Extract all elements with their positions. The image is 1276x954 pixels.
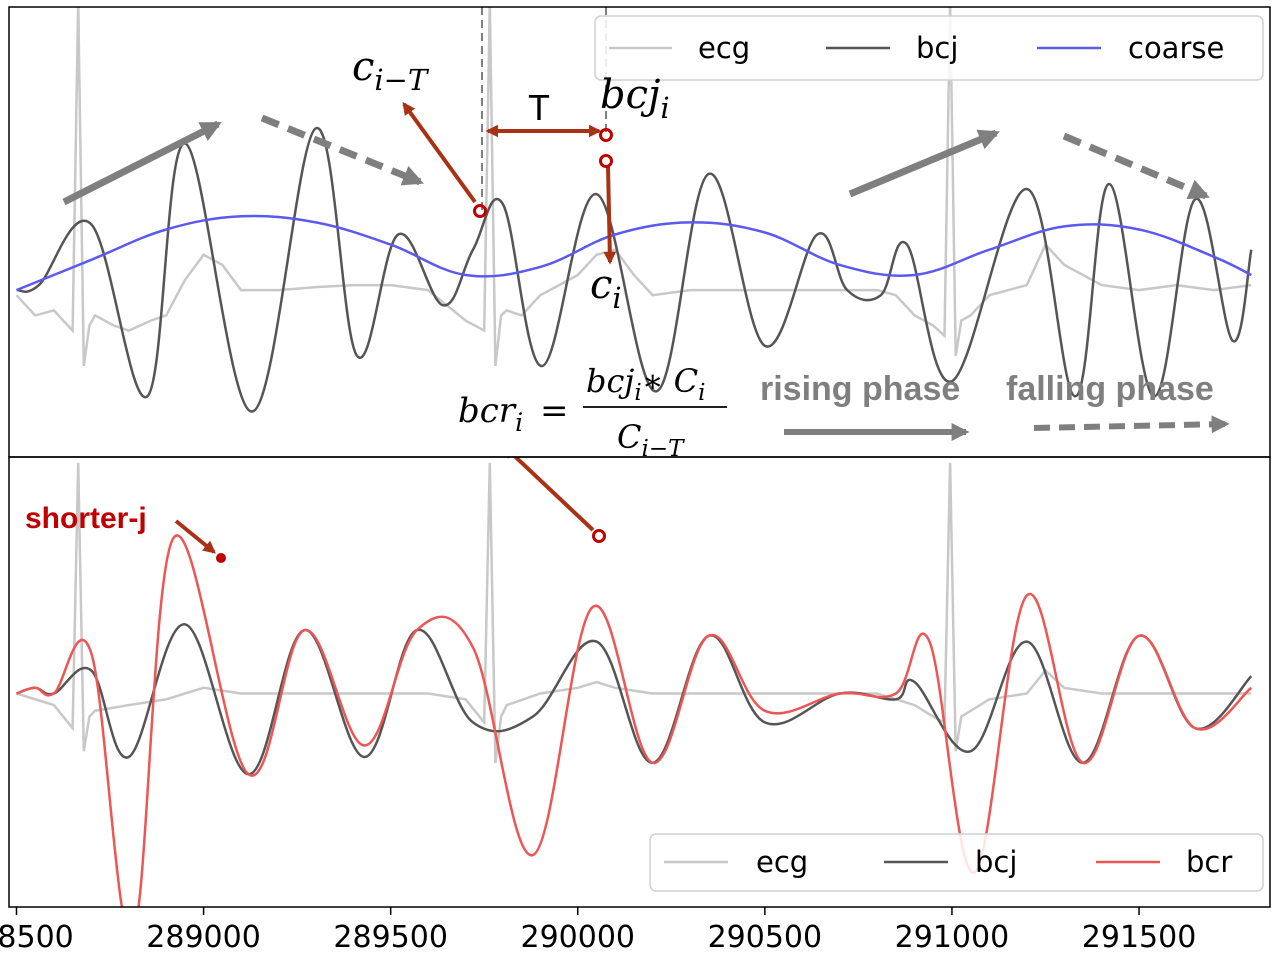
c-i-minus-T-marker bbox=[473, 204, 487, 218]
x-tick-label: 289000 bbox=[146, 920, 261, 954]
x-tick-label: 289500 bbox=[333, 920, 448, 954]
shorter-j-arrow bbox=[174, 519, 216, 554]
c-i-label: ci bbox=[590, 262, 622, 315]
rising-phase-label: rising phase bbox=[760, 370, 960, 408]
top-coarse-line bbox=[16, 214, 1252, 292]
c-i-marker bbox=[599, 154, 613, 168]
top-legend: ecg bcj coarse bbox=[594, 15, 1264, 81]
formula-lhs: bcri bbox=[458, 391, 523, 437]
formula-denominator: Ci−T bbox=[617, 418, 685, 462]
rising-phase-arrow-2 bbox=[848, 129, 1000, 198]
bcj-i-label: bcji bbox=[600, 72, 670, 125]
shorter-j-label: shorter-j bbox=[25, 502, 147, 535]
formula-numerator: bcji∗ Ci bbox=[586, 362, 705, 406]
x-tick-label: 291000 bbox=[895, 920, 1010, 954]
top-ecg-line bbox=[15, 7, 1252, 367]
top-legend-ecg: ecg bbox=[698, 31, 750, 65]
x-tick-label: 290000 bbox=[520, 920, 635, 954]
bottom-legend-bcj: bcj bbox=[975, 845, 1017, 879]
bottom-panel: shorter-j ecg bcj bcr bbox=[16, 457, 1264, 907]
bottom-panel-frame bbox=[8, 456, 1271, 908]
x-tick-label: 288500 bbox=[0, 920, 74, 954]
c-i-arrow bbox=[603, 165, 617, 265]
bottom-legend-bcr: bcr bbox=[1186, 845, 1232, 879]
top-bcj-line bbox=[16, 127, 1253, 413]
rising-phase-arrow-1 bbox=[62, 120, 222, 206]
bcr-formula: bcri = bcji∗ Ci Ci−T bbox=[458, 362, 727, 462]
top-legend-bcj: bcj bbox=[916, 31, 958, 65]
x-axis: 288500 289000 289500 290000 290500 291000 2915… bbox=[0, 907, 1196, 954]
x-tick-label: 291500 bbox=[1082, 920, 1197, 954]
T-label: T bbox=[528, 87, 550, 128]
bcr-i-arrow bbox=[503, 457, 595, 532]
bottom-legend-ecg: ecg bbox=[756, 845, 808, 879]
formula-equals: = bbox=[540, 391, 569, 431]
top-panel: ecg bcj coarse ci−T T bcji ci bcri = bcj… bbox=[15, 7, 1264, 462]
falling-phase-arrow-2 bbox=[1062, 132, 1210, 200]
shorter-j-marker bbox=[216, 553, 226, 563]
bcj-i-marker bbox=[599, 128, 613, 142]
bottom-bcr-line bbox=[16, 534, 1253, 907]
c-i-minus-T-label: ci−T bbox=[352, 44, 430, 97]
falling-phase-label: falling phase bbox=[1006, 370, 1214, 408]
top-legend-coarse: coarse bbox=[1128, 31, 1224, 65]
bcr-i-marker bbox=[592, 529, 606, 543]
x-tick-label: 290500 bbox=[708, 920, 823, 954]
c-i-minus-T-arrow bbox=[402, 101, 477, 204]
bottom-bcj-line bbox=[16, 623, 1253, 776]
falling-phase-arrow-1 bbox=[260, 114, 424, 186]
bottom-legend: ecg bcj bcr bbox=[649, 833, 1264, 892]
falling-phase-legend-arrow bbox=[1033, 415, 1230, 434]
